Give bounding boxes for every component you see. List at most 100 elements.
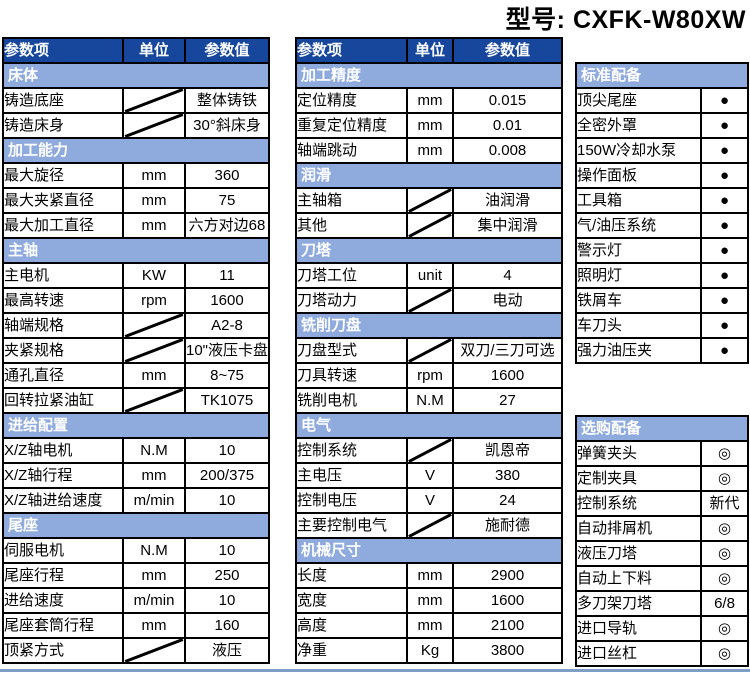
value-cell: 双刀/三刀可选 xyxy=(452,337,563,364)
value-cell: 电动 xyxy=(452,287,563,314)
item-cell: 照明灯 xyxy=(575,262,702,289)
section-label-cell: 选购配备 xyxy=(575,415,749,442)
item-cell: 车刀头 xyxy=(575,312,702,339)
unit-cell xyxy=(122,387,186,414)
spec-row: 铣削电机 N.M 27 xyxy=(295,387,563,414)
header-unit-cell: 单位 xyxy=(406,37,454,64)
unit-cell: Kg xyxy=(406,637,454,664)
value-cell: 250 xyxy=(183,562,271,589)
unit-cell: m/min xyxy=(122,487,186,514)
item-cell: 自动上下料 xyxy=(575,565,702,592)
unit-cell: mm xyxy=(122,462,186,489)
section-label-cell: 进给配置 xyxy=(1,412,271,439)
section-label-cell: 床体 xyxy=(1,62,271,89)
spec-row: 宽度 mm 1600 xyxy=(295,587,563,614)
unit-cell: mm xyxy=(122,187,186,214)
middle-spec-table: 参数项 单位 参数值 加工精度 定位精度 mm 0.015 重复定位精度 mm 0.01 轴端跳动 m… xyxy=(295,37,563,664)
equipment-row: 定制夹具 ◎ xyxy=(575,465,749,492)
section-label-cell: 刀塔 xyxy=(295,237,563,264)
spec-row: 尾座行程 mm 250 xyxy=(2,562,271,589)
value-cell: 380 xyxy=(452,462,563,489)
mark-cell: ◎ xyxy=(700,615,749,642)
value-cell: 4 xyxy=(452,262,563,289)
unit-cell: N.M xyxy=(122,537,186,564)
spec-row: 铸造底座 整体铸铁 xyxy=(2,87,271,114)
item-cell: 强力油压夹 xyxy=(575,337,702,364)
spec-row: 尾座套筒行程 mm 160 xyxy=(2,612,271,639)
param-cell: 顶紧方式 xyxy=(2,637,124,664)
equipment-row: 控制系统 新代 xyxy=(575,490,749,517)
unit-cell: V xyxy=(406,462,454,489)
spec-row: 顶紧方式 液压 xyxy=(2,637,271,664)
value-cell: 10 xyxy=(183,537,271,564)
spec-row: 主电机 KW 11 xyxy=(2,262,271,289)
spec-row: 重复定位精度 mm 0.01 xyxy=(295,112,563,139)
value-cell: 200/375 xyxy=(183,462,271,489)
spec-row: X/Z轴行程 mm 200/375 xyxy=(2,462,271,489)
equipment-row: 警示灯 ● xyxy=(575,237,749,264)
equipment-row: 多刀架刀塔 6/8 xyxy=(575,590,749,617)
param-cell: 高度 xyxy=(295,612,408,639)
diagonal-slash-icon xyxy=(124,314,184,337)
value-cell: 0.008 xyxy=(452,137,563,164)
section-label-cell: 铣削刀盘 xyxy=(295,312,563,339)
equipment-row: 照明灯 ● xyxy=(575,262,749,289)
diagonal-slash-icon xyxy=(124,114,184,137)
optional-equipment-table: 选购配备 弹簧夹头 ◎ 定制夹具 ◎ 控制系统 新代 自动排屑机 ◎ 液压刀塔 ◎ 自动上下料 ◎ 多刀架… xyxy=(575,415,749,667)
item-cell: 工具箱 xyxy=(575,187,702,214)
mark-cell: ● xyxy=(700,287,749,314)
equipment-row: 液压刀塔 ◎ xyxy=(575,540,749,567)
mark-cell: ◎ xyxy=(700,515,749,542)
diagonal-slash-icon xyxy=(408,214,452,237)
unit-cell: V xyxy=(406,487,454,514)
param-cell: 铣削电机 xyxy=(295,387,408,414)
equipment-row: 弹簧夹头 ◎ xyxy=(575,440,749,467)
param-cell: 主要控制电气 xyxy=(295,512,408,539)
section-label-cell: 主轴 xyxy=(1,237,271,264)
value-cell: 六方对边68 xyxy=(183,212,271,239)
section-row: 尾座 xyxy=(1,512,271,539)
unit-cell xyxy=(406,287,454,314)
spec-row: 刀具转速 rpm 1600 xyxy=(295,362,563,389)
unit-cell: KW xyxy=(122,262,186,289)
equipment-row: 气/油压系统 ● xyxy=(575,212,749,239)
item-cell: 全密外罩 xyxy=(575,112,702,139)
param-cell: 主轴箱 xyxy=(295,187,408,214)
section-row: 润滑 xyxy=(295,162,563,189)
mark-cell: ◎ xyxy=(700,565,749,592)
spec-row: 刀盘型式 双刀/三刀可选 xyxy=(295,337,563,364)
unit-cell: mm xyxy=(122,562,186,589)
diagonal-slash-icon xyxy=(408,339,452,362)
item-cell: 进口导轨 xyxy=(575,615,702,642)
equipment-row: 自动排屑机 ◎ xyxy=(575,515,749,542)
param-cell: 刀盘型式 xyxy=(295,337,408,364)
spec-row: 铸造床身 30°斜床身 xyxy=(2,112,271,139)
mark-cell: ● xyxy=(700,87,749,114)
unit-cell xyxy=(406,212,454,239)
model-title: 型号: CXFK-W80XW xyxy=(505,6,746,34)
item-cell: 控制系统 xyxy=(575,490,702,517)
section-row: 刀塔 xyxy=(295,237,563,264)
value-cell: 75 xyxy=(183,187,271,214)
spec-row: X/Z轴电机 N.M 10 xyxy=(2,437,271,464)
value-cell: 30°斜床身 xyxy=(183,112,271,139)
spec-row: 定位精度 mm 0.015 xyxy=(295,87,563,114)
bottom-divider xyxy=(0,669,750,672)
param-cell: 最大旋径 xyxy=(2,162,124,189)
unit-cell: m/min xyxy=(122,587,186,614)
mark-cell: ◎ xyxy=(700,540,749,567)
value-cell: 8~75 xyxy=(183,362,271,389)
mark-cell: ◎ xyxy=(700,465,749,492)
equipment-row: 车刀头 ● xyxy=(575,312,749,339)
value-cell: 0.01 xyxy=(452,112,563,139)
equipment-row: 强力油压夹 ● xyxy=(575,337,749,364)
unit-cell: N.M xyxy=(406,387,454,414)
value-cell: TK1075 xyxy=(183,387,271,414)
spec-row: 长度 mm 2900 xyxy=(295,562,563,589)
spec-row: 主要控制电气 施耐德 xyxy=(295,512,563,539)
param-cell: 夹紧规格 xyxy=(2,337,124,364)
param-cell: 刀塔工位 xyxy=(295,262,408,289)
value-cell: 24 xyxy=(452,487,563,514)
unit-cell xyxy=(406,337,454,364)
